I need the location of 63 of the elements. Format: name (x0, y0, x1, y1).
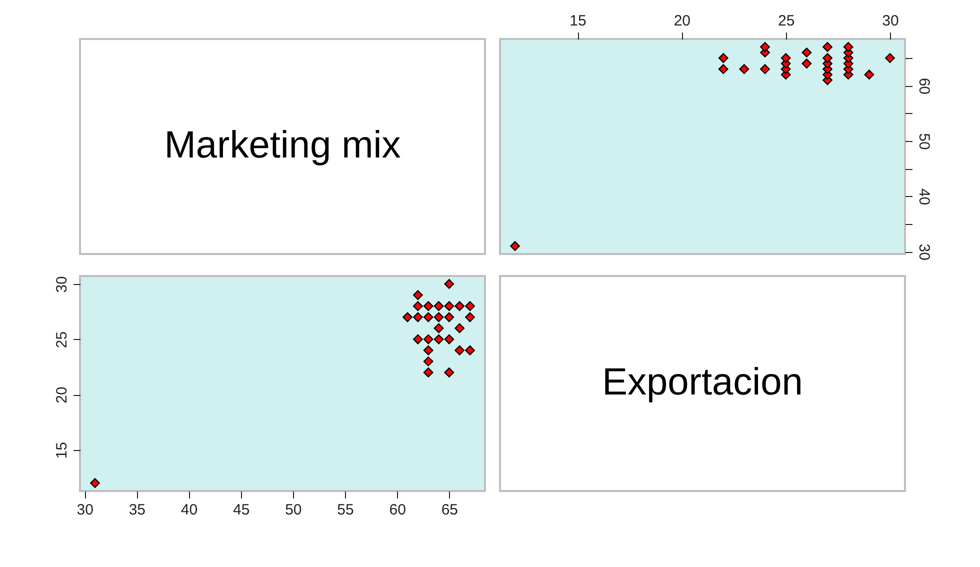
y-tick-label: 60 (916, 78, 932, 95)
point (444, 368, 454, 378)
point (412, 301, 423, 312)
x-tick-label: 25 (778, 12, 795, 30)
point (465, 345, 475, 356)
point (802, 48, 812, 58)
point (402, 312, 412, 322)
point (822, 53, 832, 63)
x-tick-label: 40 (180, 502, 198, 518)
y-tick-label: 25 (54, 331, 70, 348)
point (423, 368, 434, 378)
text: Exportacion (602, 362, 803, 404)
point (434, 301, 444, 312)
point (760, 42, 770, 52)
y-tick-label: 40 (916, 188, 932, 206)
point (739, 64, 750, 74)
y-tick-label: 20 (54, 386, 70, 404)
x-tick-label: 15 (570, 12, 586, 30)
x-tick-label: 50 (285, 502, 302, 518)
x-tick-label: 65 (441, 502, 458, 518)
point (444, 301, 454, 312)
point (423, 356, 434, 366)
x-tick-label: 30 (882, 12, 899, 30)
point (718, 53, 728, 63)
point (454, 301, 465, 312)
x-tick-label: 55 (337, 502, 354, 518)
point (465, 312, 475, 322)
point (780, 53, 791, 63)
point (510, 241, 520, 251)
point (412, 334, 423, 344)
point (423, 345, 434, 356)
point (843, 42, 854, 52)
x-tick-label: 45 (232, 502, 250, 518)
point (454, 323, 465, 334)
point (444, 312, 454, 322)
x-tick-label: 60 (389, 502, 406, 518)
point (434, 312, 444, 322)
text: Marketing mix (164, 124, 401, 166)
point (760, 64, 770, 74)
point (423, 334, 434, 344)
point (718, 64, 728, 74)
y-tick-label: 50 (916, 133, 932, 150)
point (423, 312, 434, 322)
x-tick-label: 30 (76, 502, 94, 518)
x-tick-label: 20 (674, 12, 691, 30)
point (454, 345, 465, 356)
point (802, 58, 812, 68)
point (444, 279, 454, 289)
point (90, 478, 100, 488)
point (822, 42, 832, 52)
x-tick-label: 35 (128, 502, 146, 518)
y-tick-label: 15 (54, 442, 70, 459)
point (465, 301, 475, 312)
point (444, 334, 454, 344)
y-tick-label: 30 (916, 244, 932, 260)
y-tick-label: 30 (54, 276, 70, 293)
point (864, 70, 874, 80)
point (412, 290, 423, 300)
point (885, 53, 895, 63)
point (434, 334, 444, 344)
point (412, 312, 423, 322)
point (423, 301, 434, 312)
point (434, 323, 444, 334)
